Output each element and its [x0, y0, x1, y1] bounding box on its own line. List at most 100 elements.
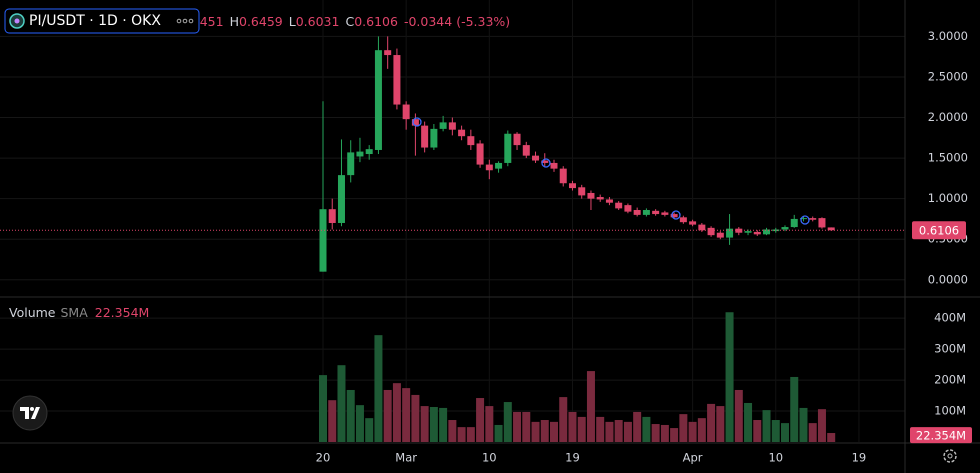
candle-body	[458, 129, 466, 137]
volume-bar	[439, 407, 448, 442]
volume-bar	[670, 428, 679, 442]
volume-bar	[817, 409, 826, 442]
candle-body	[328, 209, 336, 223]
volume-bar	[411, 394, 420, 442]
candle-body	[716, 232, 724, 238]
tradingview-logo[interactable]	[12, 395, 48, 431]
volume-bar	[577, 416, 586, 442]
event-marker[interactable]	[671, 210, 681, 220]
candle-body	[532, 155, 540, 161]
volume-bar	[633, 411, 642, 442]
plot-area	[0, 0, 905, 442]
gear-icon[interactable]	[943, 449, 957, 463]
candle-body	[476, 143, 484, 165]
event-marker[interactable]	[800, 215, 810, 225]
volume-bar	[679, 414, 688, 442]
volume-bar	[420, 406, 429, 442]
change-value: -0.0344	[404, 14, 452, 29]
volume-bar	[716, 406, 725, 442]
high-label: H	[230, 14, 239, 29]
candle-body	[495, 162, 503, 169]
symbol-box[interactable]: PI/USDT · 1D · OKX	[4, 8, 200, 34]
candle-body	[384, 50, 392, 56]
high-value: 0.6459	[239, 14, 283, 29]
volume-bar	[522, 411, 531, 442]
y-tick-label: 2.5000	[928, 69, 968, 83]
volume-bar	[614, 420, 623, 442]
coin-icon-core	[14, 18, 20, 24]
volume-bar	[725, 312, 734, 442]
volume-bar	[753, 420, 762, 442]
candle-body	[550, 162, 558, 169]
candle-body	[726, 228, 734, 238]
volume-bar	[808, 423, 817, 442]
volume-bar	[688, 421, 697, 442]
candle-body	[448, 122, 456, 130]
menu-dot	[182, 18, 188, 24]
candle-body	[421, 125, 429, 148]
volume-bar	[319, 375, 327, 442]
volume-bar	[374, 335, 383, 442]
candle-body	[661, 212, 669, 215]
x-tick-label: Mar	[395, 451, 417, 465]
volume-bar	[559, 397, 568, 442]
volume-bar	[771, 420, 780, 442]
candle-body	[374, 50, 382, 150]
volume-bar	[485, 406, 494, 442]
candle-body	[827, 227, 835, 231]
event-markers[interactable]	[412, 117, 810, 225]
candle-body	[605, 199, 613, 203]
candle-body	[753, 231, 761, 235]
volume-bar	[503, 402, 512, 442]
candle-body	[347, 152, 355, 176]
candle-body	[504, 133, 512, 163]
candle-body	[790, 218, 798, 228]
candle-body	[356, 151, 364, 157]
y-tick-label: 3.0000	[928, 29, 968, 43]
candle-body	[670, 214, 678, 218]
last-price-box	[912, 221, 966, 240]
volume-bar	[494, 424, 503, 442]
volume-bar	[337, 365, 346, 442]
settings-button[interactable]	[943, 449, 957, 463]
candle-body	[707, 227, 715, 236]
low-value: 0.6031	[296, 14, 340, 29]
logo-circle[interactable]	[12, 395, 48, 431]
candle-body	[809, 218, 817, 220]
candle-body	[485, 164, 493, 171]
candle-body	[319, 209, 327, 272]
volume-bar	[476, 398, 485, 442]
candle-body	[596, 197, 604, 200]
volume-tick-label: 100M	[934, 404, 966, 418]
menu-dot	[176, 18, 182, 24]
volume-bar	[744, 402, 753, 442]
event-marker[interactable]	[412, 117, 422, 127]
candle-body	[633, 210, 641, 215]
x-tick-label: 19	[852, 451, 867, 465]
volume-bar	[697, 418, 706, 442]
low-label: L	[289, 14, 296, 29]
volume-bar	[707, 403, 716, 442]
logo-mark	[20, 407, 40, 419]
candle-body	[559, 168, 567, 184]
candle-body	[772, 229, 780, 232]
event-marker[interactable]	[541, 158, 551, 168]
volume-bar	[429, 407, 438, 442]
volume-tick-label: 200M	[934, 373, 966, 387]
symbol-box-frame[interactable]	[4, 8, 200, 34]
candle-body	[411, 119, 419, 126]
x-tick-label: Apr	[683, 451, 703, 465]
volume-bar	[355, 405, 364, 442]
candle-body	[430, 128, 438, 148]
volume-name: Volume	[9, 305, 56, 320]
candle-body	[522, 145, 530, 156]
volume-bar	[392, 383, 401, 442]
volume-bar	[596, 416, 605, 442]
candle-body	[652, 210, 660, 215]
candle-body	[578, 187, 586, 196]
candle-body	[467, 136, 475, 146]
volume-bar	[827, 433, 836, 442]
volume-bar	[623, 421, 632, 442]
volume-bar	[540, 420, 549, 442]
